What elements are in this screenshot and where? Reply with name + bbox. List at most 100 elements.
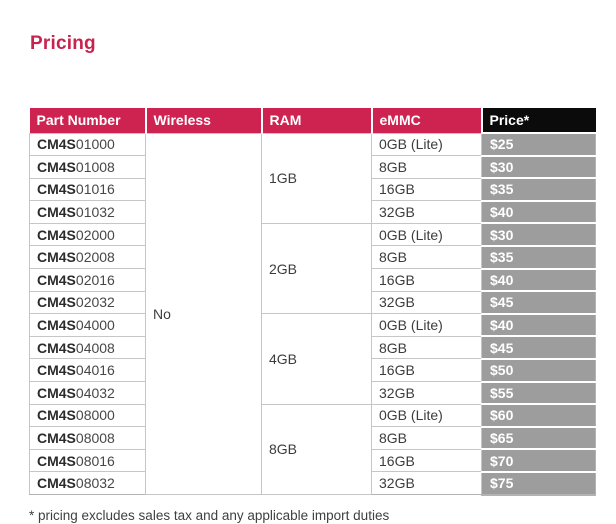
emmc-cell: 32GB [371, 200, 482, 224]
emmc-cell: 16GB [371, 358, 482, 383]
part-number-prefix: CM4S [37, 407, 76, 424]
part-number-suffix: 02016 [75, 271, 115, 288]
table-row: CM4S02008 8GB $35 [29, 244, 596, 270]
emmc-cell: 8GB [371, 155, 482, 179]
emmc-cell: 8GB [371, 245, 482, 270]
part-number-prefix: CM4S [37, 271, 76, 288]
table-row: CM4S04008 8GB $45 [29, 335, 596, 360]
part-number-cell: CM4S08016 [29, 448, 146, 473]
part-number-cell: CM4S04000 [29, 313, 146, 337]
part-number-suffix: 04016 [75, 362, 115, 379]
ram-cell: 4GB [261, 313, 372, 405]
part-number-cell: CM4S04032 [29, 381, 146, 405]
part-number-cell: CM4S02000 [29, 222, 146, 247]
price-cell: $30 [481, 222, 596, 247]
table-row: CM4S04000 4GB 0GB (Lite) $40 [29, 312, 596, 405]
table-row: CM4S08032 32GB $75 [29, 470, 596, 496]
price-cell: $30 [481, 154, 596, 180]
part-number-suffix: 04000 [75, 317, 115, 334]
part-number-cell: CM4S01016 [29, 177, 146, 202]
part-number-prefix: CM4S [37, 136, 76, 153]
emmc-cell: 16GB [371, 448, 482, 473]
price-cell: $45 [481, 335, 596, 360]
part-number-cell: CM4S01008 [29, 155, 146, 179]
part-number-suffix: 01000 [75, 136, 115, 153]
emmc-cell: 32GB [371, 290, 482, 315]
price-cell: $50 [481, 357, 596, 383]
price-cell: $40 [481, 267, 596, 293]
part-number-suffix: 01008 [75, 158, 115, 175]
col-header-emmc: eMMC [370, 108, 482, 133]
pricing-table: Part Number Wireless RAM eMMC Price* CM4… [29, 108, 596, 496]
part-number-suffix: 08032 [75, 475, 115, 492]
price-cell: $65 [481, 425, 596, 451]
emmc-cell: 0GB (Lite) [371, 132, 482, 157]
part-number-prefix: CM4S [37, 226, 76, 243]
table-row: CM4S01000 No 1GB 0GB (Lite) $25 [29, 132, 596, 495]
part-number-suffix: 08016 [75, 452, 115, 469]
table-row: CM4S08016 16GB $70 [29, 448, 596, 473]
part-number-cell: CM4S02032 [29, 290, 146, 315]
wireless-cell: No [145, 132, 262, 495]
part-number-cell: CM4S08032 [29, 471, 146, 495]
col-header-part-number: Part Number [29, 108, 146, 133]
part-number-prefix: CM4S [37, 204, 76, 221]
part-number-suffix: 04032 [75, 384, 115, 401]
emmc-cell: 32GB [371, 381, 482, 405]
table-row: CM4S02000 2GB 0GB (Lite) $30 [29, 222, 596, 315]
price-cell: $55 [481, 380, 596, 406]
table-row: CM4S02032 32GB $45 [29, 290, 596, 315]
part-number-prefix: CM4S [37, 430, 76, 447]
col-header-wireless: Wireless [144, 108, 262, 133]
part-number-cell: CM4S02008 [29, 245, 146, 270]
part-number-suffix: 01016 [75, 181, 115, 198]
part-number-suffix: 02000 [75, 226, 115, 243]
emmc-cell: 32GB [371, 471, 482, 495]
table-row: CM4S01032 32GB $40 [29, 199, 596, 225]
part-number-prefix: CM4S [37, 317, 76, 334]
col-header-ram: RAM [260, 108, 372, 133]
pricing-footnote: * pricing excludes sales tax and any app… [29, 507, 390, 523]
col-header-price: Price* [480, 108, 596, 133]
ram-cell: 8GB [261, 403, 372, 496]
part-number-prefix: CM4S [37, 181, 76, 198]
table-row: CM4S02016 16GB $40 [29, 267, 596, 293]
part-number-suffix: 02008 [75, 249, 115, 266]
part-number-cell: CM4S01032 [29, 200, 146, 224]
emmc-cell: 0GB (Lite) [371, 403, 482, 428]
part-number-prefix: CM4S [37, 339, 76, 356]
part-number-suffix: 04008 [75, 339, 115, 356]
part-number-prefix: CM4S [37, 158, 76, 175]
part-number-cell: CM4S04008 [29, 335, 146, 360]
price-cell: $60 [481, 403, 596, 428]
price-cell: $40 [481, 199, 596, 225]
price-cell: $45 [481, 290, 596, 315]
price-cell: $35 [481, 244, 596, 270]
part-number-cell: CM4S08008 [29, 426, 146, 450]
header-row: Part Number Wireless RAM eMMC Price* [29, 108, 596, 133]
emmc-cell: 16GB [371, 177, 482, 202]
price-cell: $40 [481, 312, 596, 338]
price-cell: $75 [481, 470, 596, 496]
page-title: Pricing [30, 33, 96, 54]
price-cell: $70 [481, 448, 596, 473]
part-number-suffix: 08008 [75, 430, 115, 447]
emmc-cell: 8GB [371, 335, 482, 360]
part-number-cell: CM4S04016 [29, 358, 146, 383]
emmc-cell: 8GB [371, 426, 482, 450]
table-row: CM4S04032 32GB $55 [29, 380, 596, 406]
part-number-suffix: 08000 [75, 407, 115, 424]
part-number-prefix: CM4S [37, 384, 76, 401]
table-row: CM4S08000 8GB 0GB (Lite) $60 [29, 403, 596, 496]
table-row: CM4S01008 8GB $30 [29, 154, 596, 180]
part-number-prefix: CM4S [37, 362, 76, 379]
ram-cell: 2GB [261, 222, 372, 315]
part-number-suffix: 01032 [75, 204, 115, 221]
price-cell: $35 [481, 177, 596, 202]
part-number-cell: CM4S01000 [29, 132, 146, 157]
price-cell: $25 [481, 132, 596, 157]
emmc-cell: 16GB [371, 268, 482, 292]
emmc-cell: 0GB (Lite) [371, 222, 482, 247]
part-number-cell: CM4S08000 [29, 403, 146, 428]
